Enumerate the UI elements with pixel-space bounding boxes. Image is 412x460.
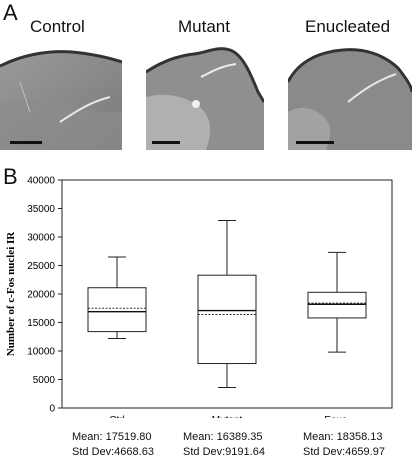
- iqr-box: [197, 274, 257, 365]
- mutant-micrograph: [146, 42, 264, 150]
- box-plot-chart: 0 5000 10000 15000 20000 25000 30000 35000 40000…: [5, 176, 393, 418]
- mutant-mean: Mean: 16389.35: [183, 431, 263, 443]
- y-tick-label: 15000: [27, 318, 55, 329]
- mutant-scale-bar: [152, 141, 180, 144]
- y-tick-label: 10000: [27, 347, 55, 358]
- mutant-std-dev: Std Dev:9191.64: [183, 446, 265, 458]
- box-group: Ctrl Mutant Enuc.: [87, 219, 367, 418]
- y-tick-label: 0: [49, 404, 55, 415]
- control-scale-bar: [10, 141, 42, 144]
- control-label: Control: [30, 17, 85, 36]
- enucleated-label: Enucleated: [305, 17, 391, 36]
- enucleated-scale-bar: [296, 141, 334, 144]
- box-ctrl: Ctrl: [87, 256, 147, 418]
- y-tick-label: 40000: [27, 176, 55, 187]
- y-tick-label: 20000: [27, 290, 55, 301]
- panel-a-letter: A: [3, 0, 18, 25]
- iqr-box: [87, 287, 147, 333]
- box-enuc: Enuc.: [307, 251, 367, 418]
- y-tick-label: 25000: [27, 261, 55, 272]
- box-mutant: Mutant: [197, 219, 257, 418]
- category-label: Enuc.: [324, 415, 350, 418]
- panel-b-letter: B: [3, 164, 18, 189]
- ctrl-std-dev: Std Dev:4668.63: [72, 446, 154, 458]
- y-tick-label: 5000: [33, 375, 56, 386]
- control-micrograph: [0, 42, 122, 150]
- category-label: Mutant: [212, 415, 243, 418]
- ctrl-mean: Mean: 17519.80: [72, 431, 152, 443]
- iqr-box: [307, 291, 367, 319]
- y-axis-label: Number of c-Fos nuclei IR: [5, 231, 17, 357]
- y-tick-label: 30000: [27, 233, 55, 244]
- enuc-std-dev: Std Dev:4659.97: [303, 446, 385, 458]
- mutant-label: Mutant: [178, 17, 230, 36]
- enucleated-micrograph: [288, 42, 412, 150]
- enuc-mean: Mean: 18358.13: [303, 431, 383, 443]
- category-label: Ctrl: [109, 415, 125, 418]
- y-axis: 0 5000 10000 15000 20000 25000 30000 35000 40000: [27, 176, 62, 415]
- y-tick-label: 35000: [27, 204, 55, 215]
